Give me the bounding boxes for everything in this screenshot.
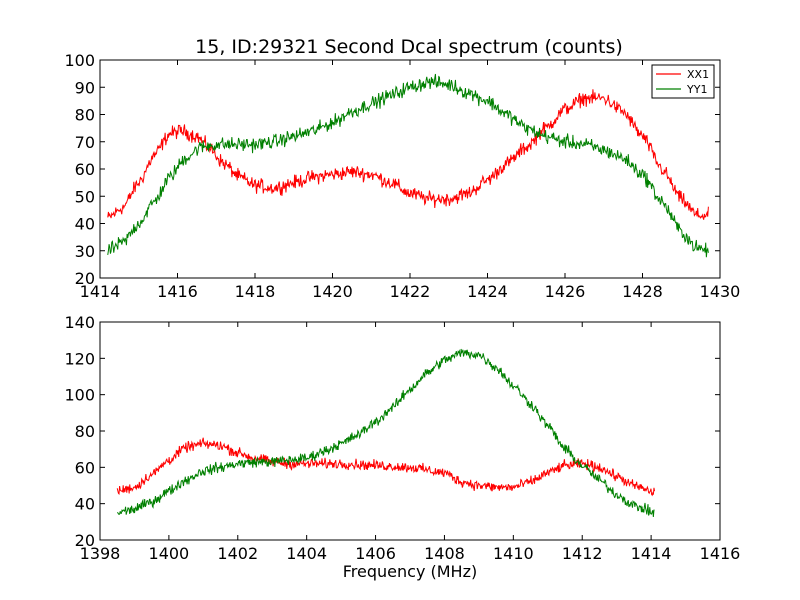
top-panel: 15, ID:29321 Second Dcal spectrum (count…: [64, 36, 740, 301]
top-series-lines: [107, 73, 709, 258]
bottom-x-tick-label: 1416: [700, 544, 741, 563]
top-x-tick-label: 1416: [157, 282, 198, 301]
legend-label-xx1: XX1: [687, 68, 709, 81]
bottom-series-yy1: [117, 348, 655, 517]
top-y-tick-label: 20: [75, 269, 95, 288]
bottom-x-tick-label: 1408: [424, 544, 465, 563]
top-plot-area: [100, 60, 720, 278]
top-x-tick-label: 1426: [545, 282, 586, 301]
bottom-axis-ticks: 1398 1400 1402 1404 1406 1408 1410 1412 1414 1416…: [64, 313, 740, 563]
top-x-tick-label: 1422: [390, 282, 431, 301]
top-series-xx1: [107, 89, 709, 220]
top-y-tick-label: 80: [75, 106, 95, 125]
bottom-x-tick-label: 1404: [286, 544, 327, 563]
bottom-y-tick-label: 80: [75, 422, 95, 441]
top-y-tick-label: 70: [75, 133, 95, 152]
bottom-x-tick-label: 1402: [217, 544, 258, 563]
bottom-y-tick-label: 100: [64, 386, 95, 405]
bottom-y-tick-label: 120: [64, 349, 95, 368]
top-x-tick-label: 1420: [312, 282, 353, 301]
chart-title: 15, ID:29321 Second Dcal spectrum (count…: [195, 36, 623, 58]
bottom-x-tick-label: 1400: [149, 544, 190, 563]
bottom-plot-area: [100, 322, 720, 540]
bottom-series-lines: [116, 348, 656, 517]
bottom-series-xx1: [116, 437, 656, 497]
top-y-tick-label: 100: [64, 51, 95, 70]
bottom-y-tick-label: 40: [75, 495, 95, 514]
legend-box: [651, 64, 715, 99]
top-y-tick-label: 60: [75, 160, 95, 179]
top-y-tick-label: 30: [75, 242, 95, 261]
bottom-x-tick-label: 1406: [355, 544, 396, 563]
legend-label-yy1: YY1: [686, 83, 707, 96]
bottom-y-tick-label: 20: [75, 531, 95, 550]
top-x-tick-label: 1430: [700, 282, 741, 301]
bottom-y-tick-label: 60: [75, 458, 95, 477]
top-series-yy1: [107, 73, 709, 258]
top-x-tick-label: 1424: [467, 282, 508, 301]
bottom-y-tick-label: 140: [64, 313, 95, 332]
top-x-tick-label: 1414: [80, 282, 121, 301]
legend: XX1 YY1: [651, 64, 715, 99]
bottom-x-tick-label: 1410: [493, 544, 534, 563]
top-x-tick-label: 1418: [235, 282, 276, 301]
top-axis-ticks: 1414 1416 1418 1420 1422 1424 1426 1428 1430 20 30…: [64, 51, 740, 301]
bottom-x-tick-label: 1412: [562, 544, 603, 563]
x-axis-label: Frequency (MHz): [343, 562, 477, 581]
top-x-tick-label: 1428: [622, 282, 663, 301]
top-y-tick-label: 50: [75, 187, 95, 206]
bottom-x-tick-label: 1414: [631, 544, 672, 563]
bottom-x-tick-label: 1398: [80, 544, 121, 563]
bottom-panel: 1398 1400 1402 1404 1406 1408 1410 1412 1414 1416…: [64, 313, 740, 581]
top-y-tick-label: 90: [75, 78, 95, 97]
top-y-tick-label: 40: [75, 215, 95, 234]
